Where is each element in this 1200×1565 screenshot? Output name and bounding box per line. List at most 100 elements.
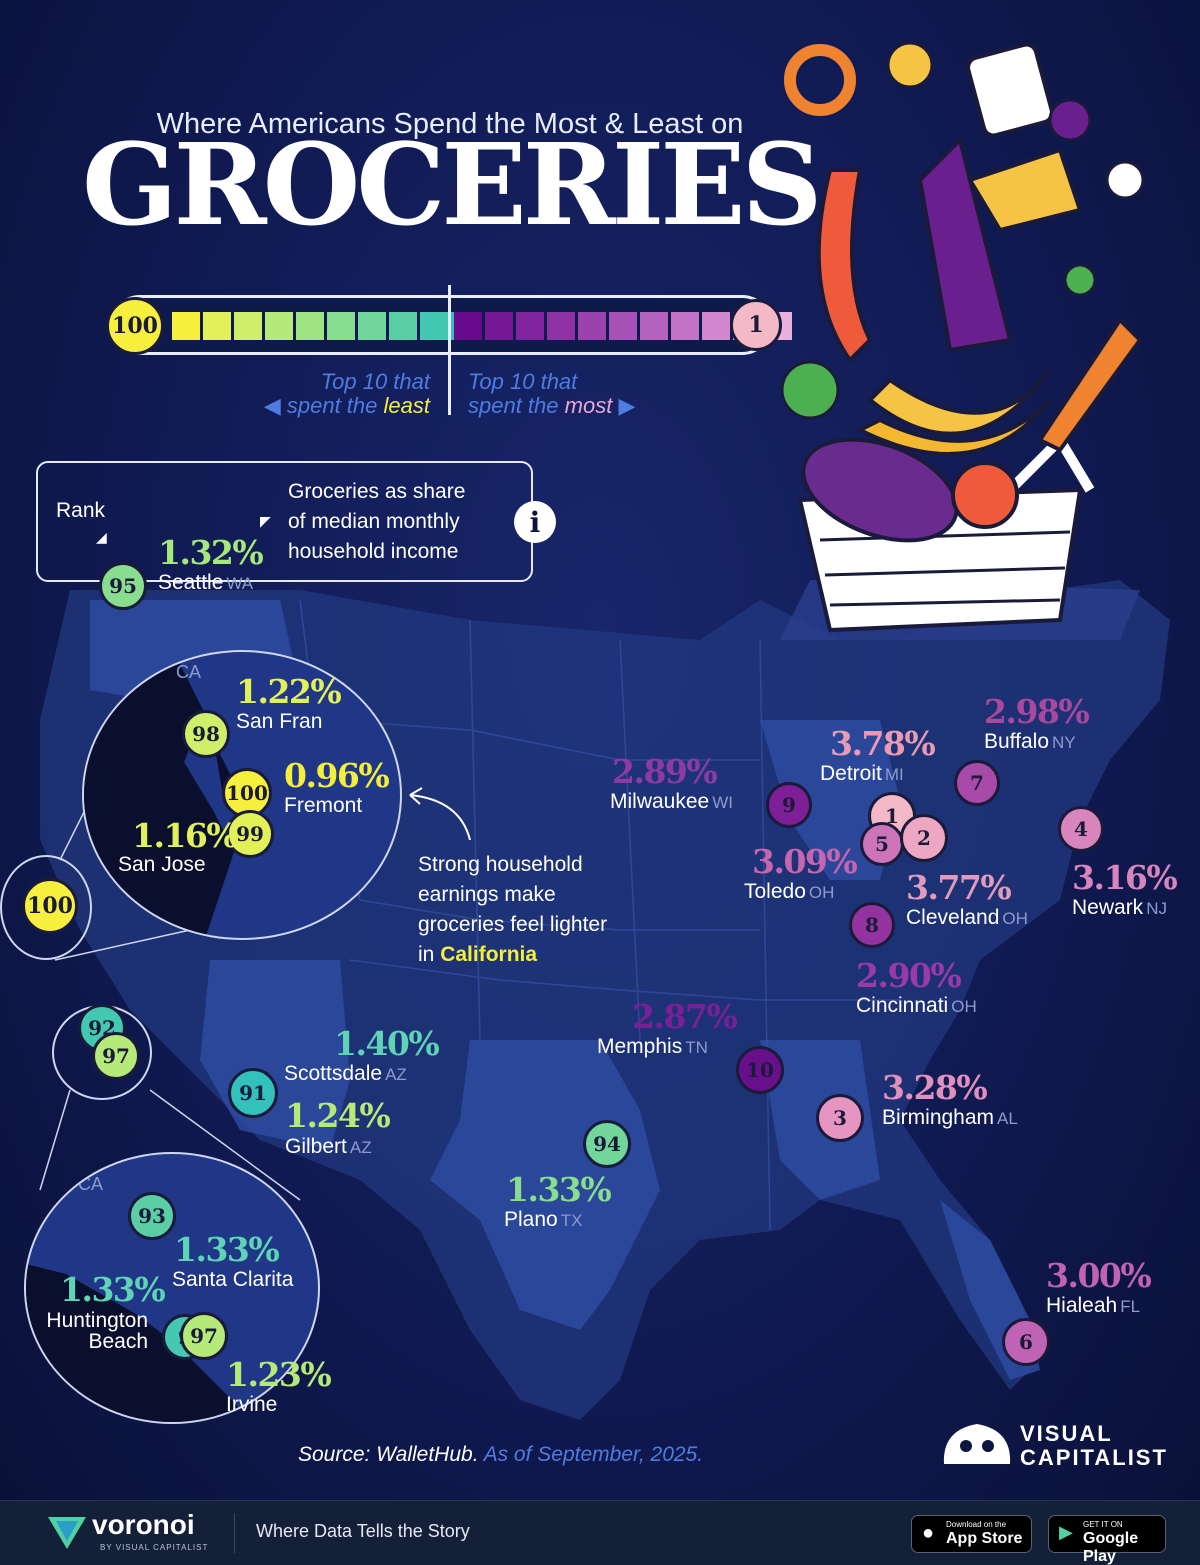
state-abbr: TN: [685, 1038, 708, 1057]
google-play-button[interactable]: ▶ GET IT ON Google Play: [1048, 1515, 1166, 1565]
city-label: Toledo OH: [744, 880, 834, 904]
caption-california: California: [440, 943, 538, 966]
app-store-button[interactable]: ● Download on the App Store: [911, 1515, 1032, 1553]
scale-end-circle: 1: [730, 299, 782, 351]
city-name-line1: Huntington: [46, 1309, 148, 1332]
caption-line3: groceries feel lighter: [418, 913, 608, 936]
city-label: Cleveland OH: [906, 906, 1028, 930]
app-store-label: App Store: [946, 1530, 1023, 1547]
least-note-line2: ◀ spent the least: [240, 394, 430, 418]
share-value: 2.87%: [632, 997, 738, 1036]
city-name: Seattle: [158, 571, 224, 594]
share-value: 1.33%: [506, 1170, 612, 1209]
google-play-icon: ▶: [1059, 1522, 1073, 1542]
city-label: Gilbert AZ: [285, 1135, 372, 1159]
apple-icon: ●: [922, 1522, 935, 1544]
city-label: Seattle WA: [158, 571, 253, 595]
scale-segment: [327, 312, 355, 340]
scale-segment: [203, 312, 231, 340]
map-pin: 97: [180, 1312, 228, 1360]
city-name: Gilbert: [285, 1135, 347, 1158]
state-abbr: AZ: [349, 1138, 372, 1157]
key-box: Rank ◢ ◤ Groceries as share of median mo…: [36, 461, 556, 582]
city-label: San Jose: [118, 853, 206, 877]
most-note-word: most: [564, 393, 613, 418]
map-pin: 6: [1002, 1318, 1050, 1366]
scale-segment: [547, 312, 575, 340]
la-inset: CA: [24, 1152, 320, 1424]
map-pin: 95: [99, 562, 147, 610]
city-name: Fremont: [284, 794, 363, 817]
city-name: Toledo: [744, 880, 806, 903]
city-name: Cincinnati: [856, 994, 949, 1017]
map-pin-100-small: 100: [22, 878, 78, 934]
scale-segment: [609, 312, 637, 340]
city-label: Memphis TN: [597, 1035, 708, 1059]
map-pin: 98: [182, 710, 230, 758]
scale-segment: [234, 312, 262, 340]
grocery-basket-illustration: [780, 41, 1145, 640]
la-water: [26, 1264, 253, 1422]
share-value: 2.89%: [612, 752, 718, 791]
map-pin-97-small: 97: [92, 1032, 140, 1080]
share-value: 1.22%: [236, 672, 342, 711]
rank-pointer-icon: ◢: [96, 529, 107, 545]
source-label: Source: WalletHub.: [298, 1443, 479, 1466]
map-pin: 100: [222, 768, 272, 818]
arrow-right-icon: ▶: [618, 393, 636, 418]
share-value: 1.24%: [285, 1096, 391, 1135]
brand-line2: CAPITALIST: [1020, 1445, 1168, 1470]
google-play-label: Google Play: [1083, 1530, 1139, 1565]
color-scale-legend: 100 1: [92, 285, 792, 415]
scale-segment: [516, 312, 544, 340]
city-name: Buffalo: [984, 730, 1049, 753]
least-note: Top 10 that ◀ spent the least: [240, 370, 430, 418]
scale-segment: [578, 312, 606, 340]
inset-state-label: CA: [78, 1174, 104, 1194]
caption-line4: in California: [418, 940, 607, 970]
most-note-line2: spent the most ▶: [468, 394, 668, 418]
city-name: Milwaukee: [610, 790, 710, 813]
city-name: Hialeah: [1046, 1294, 1118, 1317]
city-name: Newark: [1072, 896, 1144, 919]
map-pin: 8: [849, 902, 895, 948]
map-pin: 10: [736, 1046, 784, 1094]
scale-segment: [172, 312, 200, 340]
share-value: 3.00%: [1046, 1256, 1152, 1295]
scale-segment: [389, 312, 417, 340]
share-key-label: Groceries as share of median monthly hou…: [288, 477, 465, 567]
city-name: Irvine: [226, 1393, 278, 1416]
most-note-line1: Top 10 that: [468, 369, 578, 394]
city-name: Plano: [504, 1208, 558, 1231]
share-value: 1.32%: [158, 533, 264, 572]
scale-segment: [358, 312, 386, 340]
share-value: 1.16%: [132, 816, 238, 855]
state-abbr: WA: [226, 574, 254, 593]
footer-divider: [234, 1513, 235, 1553]
city-name: San Fran: [236, 710, 323, 733]
share-value: 1.33%: [174, 1230, 280, 1269]
scale-segment: [265, 312, 293, 340]
caption-in: in: [418, 943, 441, 966]
city-label: Santa Clarita: [172, 1268, 293, 1292]
share-value: 3.78%: [830, 724, 936, 763]
footer-bar: voronoi BY VISUAL CAPITALIST Where Data …: [0, 1500, 1200, 1565]
brand-wordmark: VISUAL CAPITALIST: [1020, 1422, 1168, 1470]
scale-segment: [296, 312, 324, 340]
city-label: Huntington Beach: [26, 1310, 148, 1352]
state-abbr: WI: [712, 793, 733, 812]
map-pin: 7: [954, 760, 1000, 806]
scale-segment: [671, 312, 699, 340]
caption-line2: earnings make: [418, 883, 556, 906]
map-pin: 9: [766, 782, 812, 828]
city-label: Cincinnati OH: [856, 994, 977, 1018]
california-caption: Strong household earnings make groceries…: [418, 850, 607, 970]
main-title: GROCERIES: [82, 120, 823, 251]
state-abbr: OH: [951, 997, 977, 1016]
city-name: Cleveland: [906, 906, 1000, 929]
city-name: Memphis: [597, 1035, 683, 1058]
caption-line1: Strong household: [418, 853, 583, 876]
share-value: 2.90%: [856, 956, 962, 995]
rank-key-label: Rank: [56, 499, 106, 522]
